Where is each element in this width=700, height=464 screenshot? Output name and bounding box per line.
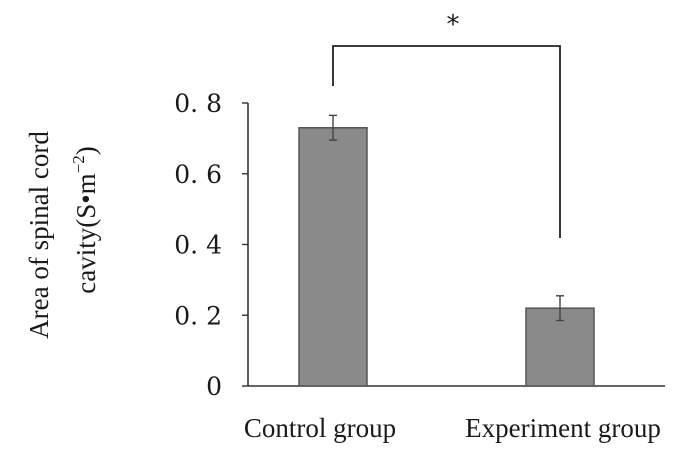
y-tick-label: 0. 8 [174, 89, 222, 118]
y-axis-title-close: ) [71, 146, 101, 155]
y-axis-title: Area of spinal cord [24, 131, 54, 339]
significance-asterisk: * [447, 10, 460, 40]
y-axis-title-line1: Area of spinal cord [24, 131, 54, 339]
y-tick-label: 0. 6 [174, 160, 222, 189]
bars [298, 127, 595, 387]
y-axis-title-2: cavity(S•m−2) [69, 146, 101, 294]
significance-line [332, 45, 561, 238]
x-category-label: Control group [244, 413, 396, 443]
error-bars [329, 114, 564, 322]
y-axis-title-unit: cavity(S•m [71, 173, 101, 293]
y-axis-title-line2: cavity(S•m−2) [69, 146, 101, 294]
significance-bracket: * [332, 10, 561, 238]
x-category-label: Experiment group [465, 413, 661, 443]
y-tick-label: 0 [206, 372, 222, 401]
bar-control [298, 127, 368, 387]
y-ticks: 0 0. 2 0. 4 0. 6 0. 8 [174, 89, 248, 401]
x-labels: Control group Experiment group [244, 413, 661, 443]
y-axis-title-exponent: −2 [69, 155, 88, 173]
y-tick-label: 0. 2 [174, 301, 222, 330]
y-tick-label: 0. 4 [174, 231, 222, 260]
